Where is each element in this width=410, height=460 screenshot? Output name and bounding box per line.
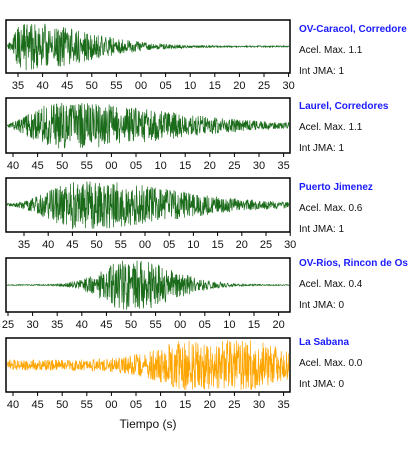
x-tick-label: 25 [260, 239, 272, 251]
jma-intensity-label: Int JMA: 1 [299, 143, 345, 154]
waveform-trace [6, 340, 290, 390]
panel-frame [5, 257, 291, 313]
seismogram-panel: 35 40 45 50 55 00 05 10 15 20 25 30 [5, 177, 296, 251]
x-tick-label: 10 [223, 319, 235, 331]
waveform-trace [6, 23, 290, 71]
panel-frame [5, 97, 291, 154]
x-tick-label: 00 [105, 160, 117, 172]
x-tick-label: 35 [12, 80, 24, 92]
x-tick-label: 25 [228, 399, 240, 411]
x-tick-label: 30 [26, 319, 38, 331]
x-tick-label: 20 [233, 80, 245, 92]
panel-5-info: La Sabana Acel. Max. 0.0 Int JMA: 0 [299, 337, 410, 390]
waveform-trace [6, 181, 290, 230]
x-tick-label: 50 [125, 319, 137, 331]
x-tick-label: 45 [100, 319, 112, 331]
x-tick-label: 35 [277, 160, 289, 172]
waveform-trace [6, 260, 290, 310]
x-tick-label: 20 [204, 160, 216, 172]
station-name: OV-Caracol, Corredore [299, 24, 407, 35]
x-tick-label: 55 [149, 319, 161, 331]
seismogram-panel: 40 45 50 55 00 05 10 15 20 25 30 35 [5, 97, 291, 172]
x-tick-label: 05 [130, 399, 142, 411]
x-tick-label: 55 [81, 399, 93, 411]
station-name: OV-Rios, Rincon de Os [299, 258, 408, 269]
x-tick-label: 30 [253, 399, 265, 411]
x-tick-label: 45 [31, 160, 43, 172]
x-tick-label: 35 [277, 399, 289, 411]
x-tick-label: 05 [159, 80, 171, 92]
seismogram-panel: 40 45 50 55 00 05 10 15 20 25 30 35 [5, 337, 291, 411]
x-tick-label: 45 [31, 399, 43, 411]
station-name: Laurel, Corredores [299, 101, 389, 112]
x-tick-label: 05 [130, 160, 142, 172]
x-tick-label: 00 [139, 239, 151, 251]
x-tick-label: 20 [236, 239, 248, 251]
x-tick-label: 05 [199, 319, 211, 331]
x-tick-label: 10 [184, 80, 196, 92]
x-tick-label: 25 [258, 80, 270, 92]
accel-max-label: Acel. Max. 0.6 [299, 203, 363, 214]
accel-max-label: Acel. Max. 1.1 [299, 45, 363, 56]
x-tick-label: 50 [86, 80, 98, 92]
x-tick-label: 40 [7, 399, 19, 411]
x-tick-label: 35 [51, 319, 63, 331]
x-tick-label: 40 [36, 80, 48, 92]
x-tick-label: 50 [56, 160, 68, 172]
x-tick-label: 55 [81, 160, 93, 172]
panel-2-info: Laurel, Corredores Acel. Max. 1.1 Int JM… [299, 101, 410, 154]
x-tick-label: 45 [61, 80, 73, 92]
panel-frame [5, 337, 291, 393]
x-tick-label: 25 [2, 319, 14, 331]
x-tick-label: 30 [253, 160, 265, 172]
x-axis-label: Tiempo (s) [119, 417, 177, 431]
x-tick-label: 15 [248, 319, 260, 331]
panel-3-info: Puerto Jimenez Acel. Max. 0.6 Int JMA: 1 [299, 182, 410, 235]
x-tick-label: 00 [105, 399, 117, 411]
x-tick-label: 55 [110, 80, 122, 92]
x-tick-label: 55 [115, 239, 127, 251]
waveform-trace [6, 103, 290, 149]
x-tick-label: 50 [90, 239, 102, 251]
x-tick-label: 50 [56, 399, 68, 411]
seismogram-panel: 25 30 35 40 45 50 55 00 05 10 15 20 [2, 257, 291, 331]
panel-1-info: OV-Caracol, Corredore Acel. Max. 1.1 Int… [299, 24, 410, 77]
panel-frame [5, 177, 291, 233]
x-tick-label: 20 [272, 319, 284, 331]
panel-frame [5, 19, 291, 74]
station-name: La Sabana [299, 337, 350, 348]
x-tick-label: 10 [154, 399, 166, 411]
x-tick-label: 15 [179, 160, 191, 172]
panel-4-info: OV-Rios, Rincon de Os Acel. Max. 0.4 Int… [299, 258, 410, 311]
x-tick-label: 35 [18, 239, 30, 251]
accel-max-label: Acel. Max. 0.4 [299, 279, 363, 290]
x-tick-label: 15 [179, 399, 191, 411]
x-tick-label: 30 [284, 239, 296, 251]
x-tick-label: 00 [135, 80, 147, 92]
x-tick-label: 25 [228, 160, 240, 172]
accel-max-label: Acel. Max. 0.0 [299, 358, 363, 369]
jma-intensity-label: Int JMA: 1 [299, 66, 345, 77]
x-tick-label: 10 [187, 239, 199, 251]
jma-intensity-label: Int JMA: 1 [299, 224, 345, 235]
x-tick-label: 30 [282, 80, 294, 92]
x-tick-label: 20 [204, 399, 216, 411]
jma-intensity-label: Int JMA: 0 [299, 379, 345, 390]
seismogram-panel: 35 40 45 50 55 00 05 10 15 20 25 30 [5, 19, 295, 92]
jma-intensity-label: Int JMA: 0 [299, 300, 345, 311]
x-tick-label: 45 [66, 239, 78, 251]
x-tick-label: 00 [174, 319, 186, 331]
station-name: Puerto Jimenez [299, 182, 373, 193]
accel-max-label: Acel. Max. 1.1 [299, 122, 363, 133]
x-tick-label: 05 [163, 239, 175, 251]
x-tick-label: 40 [7, 160, 19, 172]
x-tick-label: 40 [76, 319, 88, 331]
x-tick-label: 40 [42, 239, 54, 251]
x-tick-label: 10 [154, 160, 166, 172]
x-tick-label: 15 [211, 239, 223, 251]
x-tick-label: 15 [209, 80, 221, 92]
